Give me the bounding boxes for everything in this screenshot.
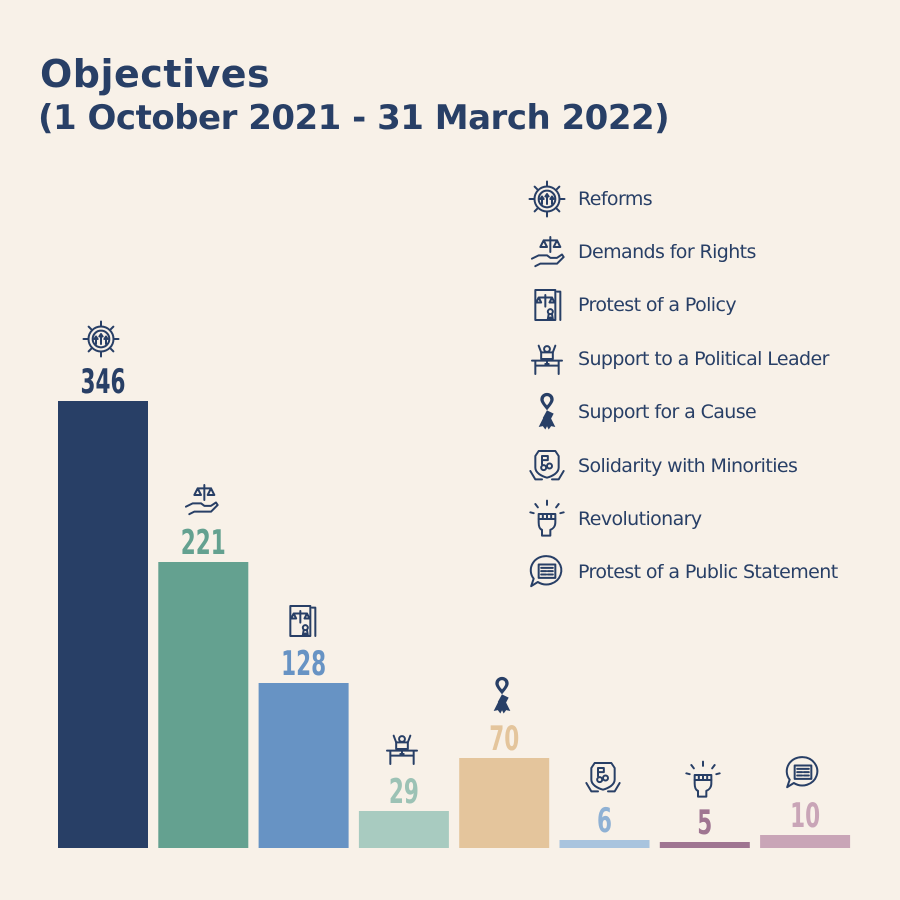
legend-item: Support for a Cause <box>526 386 838 439</box>
legend-label: Solidarity with Minorities <box>578 454 798 477</box>
ribbon-icon <box>526 391 568 433</box>
speech-bubble-icon <box>785 756 819 789</box>
legend-label: Support to a Political Leader <box>578 347 829 370</box>
legend-label: Demands for Rights <box>578 241 756 264</box>
gear-icon <box>526 178 568 220</box>
bar-protest-of-a-public-statement <box>760 835 851 848</box>
bar-value-label: 29 <box>389 772 419 812</box>
legend-label: Support for a Cause <box>578 401 757 424</box>
legend-item: Demands for Rights <box>526 225 838 278</box>
legend-label: Revolutionary <box>578 508 702 531</box>
bar-value-label: 6 <box>597 801 612 841</box>
scale-hand-icon <box>526 231 568 273</box>
fist-icon <box>685 760 721 798</box>
podium-icon <box>385 734 418 765</box>
bar-support-for-a-cause <box>459 758 550 848</box>
legend-item: Support to a Political Leader <box>526 332 838 385</box>
bar-reforms <box>58 401 148 848</box>
bar-support-to-a-political-leader <box>358 811 449 848</box>
legend-label: Protest of a Policy <box>578 294 737 317</box>
legend-item: Protest of a Policy <box>526 279 838 332</box>
bar-demands-for-rights <box>158 562 249 848</box>
bar-value-label: 70 <box>489 719 519 759</box>
bar-value-label: 5 <box>697 803 712 843</box>
bar-value-label: 346 <box>81 362 126 402</box>
legend-item: Revolutionary <box>526 492 838 545</box>
legend-item: Solidarity with Minorities <box>526 439 838 492</box>
legend-item: Protest of a Public Statement <box>526 546 838 599</box>
speech-bubble-icon <box>526 551 568 593</box>
ribbon-icon <box>493 676 511 714</box>
bar-value-label: 10 <box>790 796 820 836</box>
bar-value-label: 128 <box>281 644 326 684</box>
bar-protest-of-a-policy <box>258 683 349 848</box>
document-scale-icon <box>288 605 316 637</box>
document-scale-icon <box>526 284 568 326</box>
fist-icon <box>526 498 568 540</box>
bar-solidarity-with-minorities <box>559 840 650 848</box>
gear-icon <box>82 320 120 358</box>
bar-revolutionary <box>659 842 750 848</box>
legend-label: Protest of a Public Statement <box>578 561 838 584</box>
chart-legend: Reforms Demands for Rights Protest of a … <box>526 172 838 599</box>
bar-value-label: 221 <box>181 523 226 563</box>
shield-hands-icon <box>526 445 568 487</box>
legend-label: Reforms <box>578 187 653 210</box>
shield-hands-icon <box>584 762 621 793</box>
scale-hand-icon <box>185 484 219 516</box>
chart-subtitle: (1 October 2021 - 31 March 2022) <box>38 98 670 138</box>
legend-item: Reforms <box>526 172 838 225</box>
chart-title: Objectives <box>40 52 271 96</box>
podium-icon <box>526 338 568 380</box>
